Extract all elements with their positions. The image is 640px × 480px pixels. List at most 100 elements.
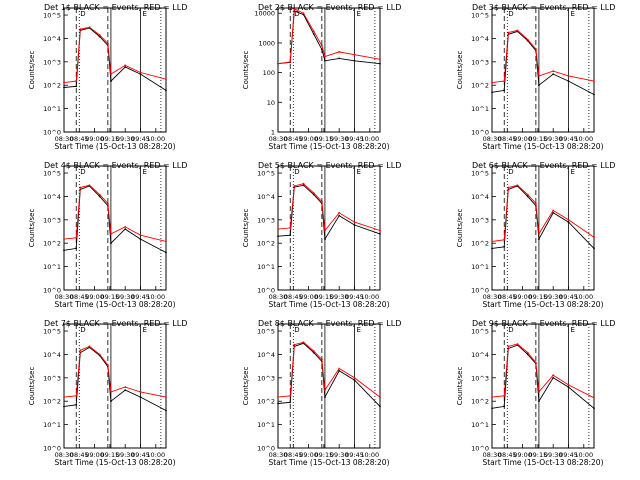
data-point-lld xyxy=(538,233,540,235)
y-tick-label: 10^5 xyxy=(471,170,489,178)
y-tick-label: 10^1 xyxy=(43,263,61,271)
data-point-lld xyxy=(139,391,142,393)
y-tick-label: 10^3 xyxy=(43,216,61,224)
y-tick-label: 10^1 xyxy=(257,263,275,271)
data-point-lld xyxy=(110,233,112,235)
data-point-events xyxy=(491,91,493,94)
data-point-events xyxy=(312,33,315,35)
data-point-lld xyxy=(79,186,82,189)
x-tick-label: 10:00 xyxy=(360,135,379,143)
chart-panel-3: Det 3$ BLACK = Events, RED = LLD Counts/s… xyxy=(456,3,615,151)
marker-E: E xyxy=(143,326,147,334)
data-point-lld xyxy=(516,343,519,345)
series-lld-line xyxy=(491,29,595,84)
plot-frame xyxy=(63,7,167,133)
x-tick-label: 09:30 xyxy=(116,293,135,301)
data-point-lld xyxy=(124,386,127,388)
data-point-events xyxy=(63,249,65,252)
data-point-lld xyxy=(302,341,305,344)
series-lld-line xyxy=(277,183,381,232)
marker-D: D xyxy=(80,10,85,18)
series-lld-line xyxy=(277,8,381,65)
x-tick-label: 08:30 xyxy=(483,293,502,301)
data-point-lld xyxy=(98,193,101,196)
y-tick-label: 10^3 xyxy=(471,58,489,66)
x-tick-label: 08:45 xyxy=(70,293,89,301)
data-point-lld xyxy=(63,81,65,84)
x-tick-label: 09:30 xyxy=(330,135,349,143)
x-tick-label: 10:00 xyxy=(146,135,165,143)
y-axis-label: Counts/sec xyxy=(456,367,464,406)
y-tick-label: 10^0 xyxy=(257,445,275,453)
data-point-events xyxy=(312,193,315,196)
data-point-lld xyxy=(567,218,570,221)
x-tick-label: 09:15 xyxy=(529,293,548,301)
x-tick-label: 09:00 xyxy=(85,451,104,459)
data-point-lld xyxy=(312,30,315,32)
plot-frame xyxy=(491,165,595,291)
y-tick-label: 10^2 xyxy=(43,240,61,248)
data-point-events xyxy=(324,238,326,241)
data-point-lld xyxy=(552,209,555,212)
series-lld-line xyxy=(63,184,167,242)
marker-D: D xyxy=(508,326,513,334)
data-point-lld xyxy=(88,184,91,187)
data-point-lld xyxy=(379,58,381,61)
data-point-events xyxy=(165,89,167,92)
plot-frame xyxy=(277,323,381,449)
data-point-lld xyxy=(491,396,493,398)
x-tick-label: 08:45 xyxy=(70,135,89,143)
data-point-events xyxy=(324,396,326,398)
data-point-lld xyxy=(321,44,323,47)
x-tick-label: 09:45 xyxy=(559,135,578,143)
plot-frame xyxy=(491,323,595,449)
y-tick-label: 10^0 xyxy=(471,129,489,137)
x-tick-label: 09:00 xyxy=(299,135,318,143)
chart-panel-9: Det 9$ BLACK = Events, RED = LLD Counts/s… xyxy=(456,319,615,467)
y-tick-label: 10^1 xyxy=(471,105,489,113)
y-tick-label: 10^4 xyxy=(257,351,275,359)
data-point-lld xyxy=(321,358,323,361)
x-tick-label: 09:45 xyxy=(345,293,364,301)
series-lld-line xyxy=(277,341,381,398)
x-tick-label: 09:45 xyxy=(131,451,150,459)
x-tick-label: 08:45 xyxy=(284,135,303,143)
marker-E: E xyxy=(143,168,147,176)
chart-title: Det 2$ BLACK = Events, RED = LLD xyxy=(258,3,401,12)
data-point-lld xyxy=(503,238,506,241)
data-point-events xyxy=(353,224,356,226)
x-tick-label: 09:00 xyxy=(513,451,532,459)
x-tick-label: 08:45 xyxy=(498,451,517,459)
data-point-events xyxy=(503,245,506,248)
y-tick-label: 10^0 xyxy=(471,287,489,295)
y-axis-label: Counts/sec xyxy=(242,51,250,90)
x-tick-label: 10:00 xyxy=(574,293,593,301)
data-point-lld xyxy=(110,391,112,393)
data-point-events xyxy=(338,214,341,217)
marker-E: E xyxy=(357,326,361,334)
data-point-lld xyxy=(535,48,537,50)
series-lld-line xyxy=(63,26,167,84)
data-point-lld xyxy=(503,80,506,82)
data-point-events xyxy=(353,379,356,381)
data-point-lld xyxy=(353,376,356,379)
x-tick-label: 08:45 xyxy=(284,293,303,301)
series-lld-line xyxy=(491,343,595,399)
data-point-events xyxy=(379,405,381,408)
data-point-events xyxy=(75,85,78,88)
data-point-lld xyxy=(75,236,78,239)
marker-E: E xyxy=(571,10,575,18)
y-axis-label: Counts/sec xyxy=(242,209,250,248)
series-lld-line xyxy=(63,345,167,398)
x-tick-label: 08:30 xyxy=(55,451,74,459)
data-point-events xyxy=(503,405,506,408)
marker-E: E xyxy=(357,10,361,18)
x-tick-label: 09:15 xyxy=(529,135,548,143)
data-point-events xyxy=(552,376,555,379)
data-point-lld xyxy=(491,81,493,84)
data-point-lld xyxy=(353,221,356,224)
x-tick-label: 08:45 xyxy=(70,451,89,459)
data-point-lld xyxy=(75,394,78,397)
